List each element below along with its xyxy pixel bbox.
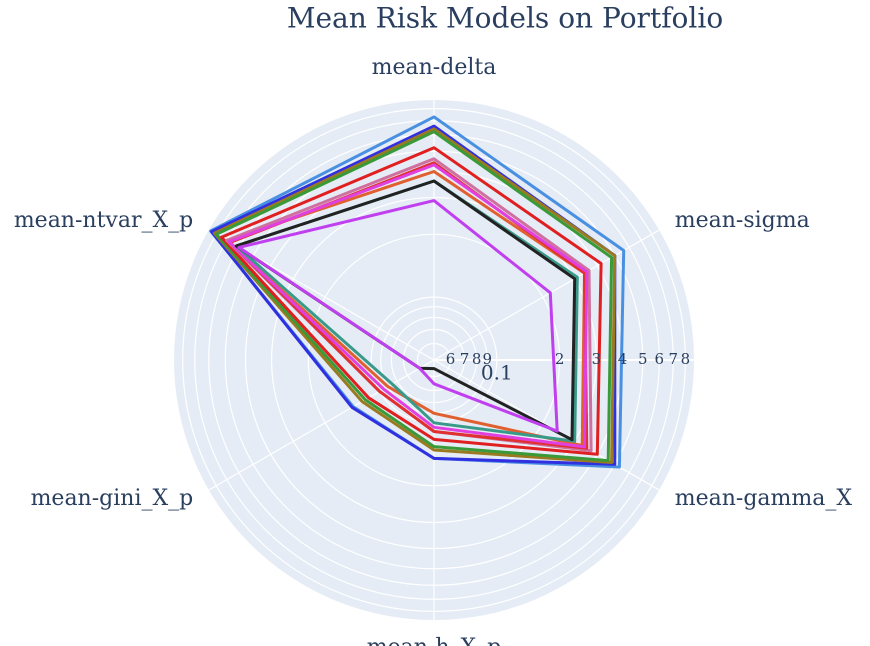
angular-tick-label: mean-delta <box>372 55 497 80</box>
radial-tick-label: 6 <box>446 350 456 368</box>
radial-tick-label: 7 <box>668 350 678 368</box>
series-line <box>219 146 603 456</box>
series-line <box>227 163 589 449</box>
angular-tick-label: mean-h_X_p <box>367 635 502 646</box>
angular-tick-label: mean-gamma_X <box>675 486 853 511</box>
radial-tick-label: 8 <box>472 350 482 368</box>
radial-tick-label: 0.1 <box>481 361 513 385</box>
radial-tick-label: 5 <box>638 350 648 368</box>
chart-title: Mean Risk Models on Portfolio <box>287 2 723 35</box>
series-line <box>234 179 577 442</box>
angular-tick-label: mean-gini_X_p <box>31 486 194 511</box>
radial-tick-label: 7 <box>460 350 470 368</box>
radial-tick-label: 2 <box>555 350 565 368</box>
radial-tick-label: 4 <box>618 350 628 368</box>
radial-tick-label: 9 <box>483 350 493 368</box>
series-line <box>212 127 617 464</box>
radial-tick-label: 6 <box>655 350 665 368</box>
angular-grid-line <box>208 359 435 491</box>
series-line <box>237 199 559 433</box>
radial-tick-label: 8 <box>681 350 691 368</box>
angular-tick-label: mean-ntvar_X_p <box>14 208 193 233</box>
angular-tick-label: mean-sigma <box>675 208 810 233</box>
series-line <box>214 130 614 463</box>
radial-tick-label: 3 <box>592 350 602 368</box>
angular-grid-line <box>433 229 660 361</box>
